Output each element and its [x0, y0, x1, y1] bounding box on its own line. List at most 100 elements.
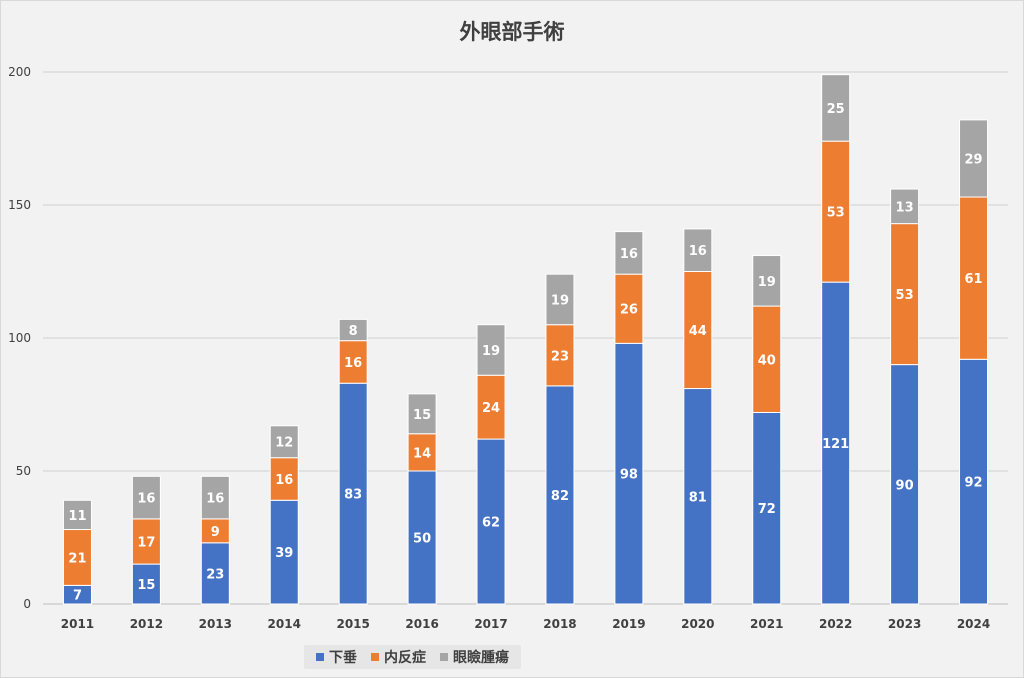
x-tick-label-2014: 2014: [268, 617, 301, 631]
bar-2017-series-2: [476, 324, 506, 376]
bar-2014-series-1: [269, 457, 299, 501]
data-label-2013-series-1: 9: [211, 525, 220, 540]
bar-2016-series-1: [407, 433, 437, 472]
data-label-2012-series-0: 15: [137, 578, 155, 593]
data-label-2013-series-2: 16: [206, 492, 224, 507]
bar-2017-series-0: [476, 438, 506, 605]
data-label-2024-series-2: 29: [964, 152, 982, 167]
bar-2017-series-1: [476, 374, 506, 440]
data-label-2015-series-0: 83: [344, 488, 362, 503]
x-tick-label-2012: 2012: [130, 617, 163, 631]
bar-2018-series-1: [545, 324, 575, 387]
data-label-2018-series-2: 19: [551, 293, 569, 308]
data-label-2024-series-0: 92: [964, 476, 982, 491]
data-label-2021-series-0: 72: [758, 502, 776, 517]
bar-2016-series-0: [407, 470, 437, 605]
data-label-2023-series-2: 13: [896, 200, 914, 215]
bar-2014-series-2: [269, 425, 299, 459]
x-tick-label-2019: 2019: [612, 617, 645, 631]
chart-legend: 下垂 内反症 眼瞼腫瘍: [304, 645, 521, 669]
data-label-2014-series-2: 12: [275, 436, 293, 451]
data-label-2015-series-2: 8: [349, 324, 358, 339]
legend-swatch-0: [316, 653, 324, 661]
y-tick-label-150: 150: [8, 198, 31, 212]
bar-2022-series-2: [821, 74, 851, 142]
data-label-2018-series-1: 23: [551, 349, 569, 364]
y-tick-label-200: 200: [8, 65, 31, 79]
x-tick-label-2016: 2016: [405, 617, 438, 631]
data-label-2012-series-1: 17: [137, 535, 155, 550]
bar-2020-series-2: [683, 228, 713, 273]
bar-2019-series-1: [614, 273, 644, 344]
y-tick-label-50: 50: [16, 464, 31, 478]
data-label-2011-series-0: 7: [73, 589, 82, 604]
bar-2015-series-2: [338, 318, 368, 342]
data-label-2011-series-1: 21: [68, 551, 86, 566]
bar-2021-series-1: [752, 305, 782, 413]
legend-swatch-1: [371, 653, 379, 661]
bar-2018-series-2: [545, 273, 575, 326]
bar-2011-series-2: [62, 499, 92, 531]
data-label-2014-series-1: 16: [275, 473, 293, 488]
data-label-2024-series-1: 61: [964, 272, 982, 287]
data-label-2021-series-1: 40: [758, 353, 776, 368]
x-tick-label-2015: 2015: [336, 617, 369, 631]
data-label-2017-series-2: 19: [482, 344, 500, 359]
data-label-2019-series-2: 16: [620, 247, 638, 262]
bar-2012-series-1: [131, 518, 161, 565]
data-label-2022-series-2: 25: [827, 102, 845, 117]
x-tick-label-2017: 2017: [474, 617, 507, 631]
x-tick-label-2024: 2024: [957, 617, 990, 631]
data-label-2016-series-0: 50: [413, 532, 431, 547]
y-tick-label-0: 0: [23, 597, 31, 611]
data-label-2014-series-0: 39: [275, 546, 293, 561]
data-label-2012-series-2: 16: [137, 492, 155, 507]
x-tick-label-2020: 2020: [681, 617, 714, 631]
legend-label-0: 下垂: [329, 650, 357, 666]
bar-2023-series-2: [890, 188, 920, 225]
data-label-2022-series-1: 53: [827, 206, 845, 221]
data-label-2011-series-2: 11: [68, 509, 86, 524]
data-label-2022-series-0: 121: [822, 437, 849, 452]
legend-label-2: 眼瞼腫瘍: [453, 650, 509, 666]
x-tick-label-2022: 2022: [819, 617, 852, 631]
bar-2019-series-0: [614, 342, 644, 605]
x-tick-label-2023: 2023: [888, 617, 921, 631]
bar-2014-series-0: [269, 499, 299, 605]
bar-2016-series-2: [407, 393, 437, 435]
bar-2024-series-1: [959, 196, 989, 360]
bar-2023-series-1: [890, 223, 920, 366]
data-label-2020-series-2: 16: [689, 244, 707, 259]
bar-2022-series-0: [821, 281, 851, 605]
data-label-2017-series-1: 24: [482, 401, 500, 416]
x-tick-label-2021: 2021: [750, 617, 783, 631]
data-label-2018-series-0: 82: [551, 489, 569, 504]
data-label-2019-series-0: 98: [620, 468, 638, 483]
legend-item-0: 下垂: [316, 647, 357, 667]
data-label-2019-series-1: 26: [620, 303, 638, 318]
bar-2022-series-1: [821, 140, 851, 283]
data-label-2016-series-1: 14: [413, 446, 431, 461]
bar-2011-series-1: [62, 529, 92, 586]
data-label-2017-series-0: 62: [482, 516, 500, 531]
bar-2015-series-0: [338, 382, 368, 605]
bar-2015-series-1: [338, 340, 368, 384]
bar-2021-series-2: [752, 255, 782, 307]
data-label-2013-series-0: 23: [206, 567, 224, 582]
bar-2024-series-0: [959, 358, 989, 605]
x-tick-label-2011: 2011: [61, 617, 94, 631]
x-tick-label-2013: 2013: [199, 617, 232, 631]
bar-2024-series-2: [959, 119, 989, 198]
legend-label-1: 内反症: [384, 650, 426, 666]
bar-2020-series-1: [683, 271, 713, 390]
legend-item-1: 内反症: [371, 647, 426, 667]
data-label-2023-series-0: 90: [896, 478, 914, 493]
legend-swatch-2: [440, 653, 448, 661]
bar-2012-series-0: [131, 563, 161, 605]
data-label-2023-series-1: 53: [896, 288, 914, 303]
data-label-2016-series-2: 15: [413, 408, 431, 423]
x-tick-label-2018: 2018: [543, 617, 576, 631]
chart-title: 外眼部手術: [459, 20, 565, 44]
bar-2019-series-2: [614, 231, 644, 275]
